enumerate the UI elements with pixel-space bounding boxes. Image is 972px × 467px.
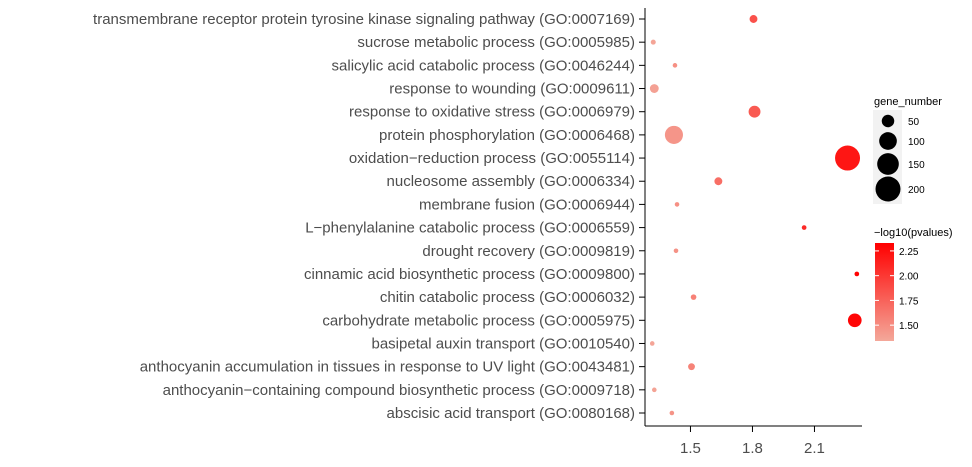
data-point <box>854 271 860 277</box>
data-point <box>688 363 695 371</box>
term-label: response to wounding (GO:0009611) <box>389 81 635 98</box>
size-legend-key <box>879 132 897 150</box>
size-legend-key <box>875 176 901 202</box>
term-label: oxidation−reduction process (GO:0055114) <box>349 150 635 167</box>
data-point <box>669 410 675 416</box>
term-label: protein phosphorylation (GO:0006468) <box>379 127 635 144</box>
data-point <box>672 63 678 68</box>
term-label: L−phenylalanine catabolic process (GO:00… <box>305 220 635 237</box>
size-legend-label: 200 <box>908 185 925 196</box>
term-label: transmembrane receptor protein tyrosine … <box>93 11 635 28</box>
size-legend-label: 50 <box>908 117 920 128</box>
data-point <box>748 105 761 118</box>
data-point <box>847 313 862 328</box>
term-label: carbohydrate metabolic process (GO:00059… <box>322 312 635 329</box>
data-point <box>674 202 680 207</box>
data-point <box>649 84 659 93</box>
term-label: basipetal auxin transport (GO:0010540) <box>372 335 636 352</box>
data-point <box>835 145 861 171</box>
term-label: cinnamic acid biosynthetic process (GO:0… <box>304 266 635 283</box>
color-legend-label: 1.50 <box>899 321 919 332</box>
size-legend-title: gene_number <box>874 96 942 108</box>
x-tick-label: 2.1 <box>804 440 825 457</box>
term-label: chitin catabolic process (GO:0006032) <box>380 289 635 306</box>
data-point <box>801 225 807 230</box>
color-legend-label: 1.75 <box>899 296 919 307</box>
term-label: anthocyanin accumulation in tissues in r… <box>140 359 635 376</box>
color-legend-title: −log10(pvalues) <box>874 227 953 239</box>
term-label: drought recovery (GO:0009819) <box>422 243 635 260</box>
size-legend-label: 100 <box>908 137 925 148</box>
size-legend-key <box>881 114 895 128</box>
x-tick-label: 1.5 <box>680 440 701 457</box>
data-point <box>652 387 657 393</box>
term-label: salicylic acid catabolic process (GO:004… <box>332 57 635 74</box>
data-point <box>650 39 656 45</box>
legend: gene_number 50 100 150 200 −log10(pvalues) 2.2… <box>873 96 953 341</box>
term-label: nucleosome assembly (GO:0006334) <box>387 173 635 190</box>
data-point <box>664 125 683 144</box>
size-legend-key <box>877 153 899 175</box>
plot-area: transmembrane receptor protein tyrosine … <box>93 8 862 457</box>
color-legend-bar <box>875 243 894 341</box>
data-point <box>714 177 723 186</box>
data-point <box>649 341 655 346</box>
color-legend-label: 2.00 <box>899 272 919 283</box>
term-label: sucrose metabolic process (GO:0005985) <box>357 34 635 51</box>
data-point <box>749 15 758 23</box>
term-label: response to oxidative stress (GO:0006979… <box>349 104 635 121</box>
data-point <box>690 294 697 300</box>
color-legend-label: 2.25 <box>899 247 919 258</box>
term-label: abscisic acid transport (GO:0080168) <box>387 405 635 422</box>
term-label: membrane fusion (GO:0006944) <box>419 196 635 213</box>
size-legend-label: 150 <box>908 160 925 171</box>
term-label: anthocyanin−containing compound biosynth… <box>163 382 635 399</box>
data-point <box>673 248 679 254</box>
x-tick-label: 1.8 <box>742 440 763 457</box>
